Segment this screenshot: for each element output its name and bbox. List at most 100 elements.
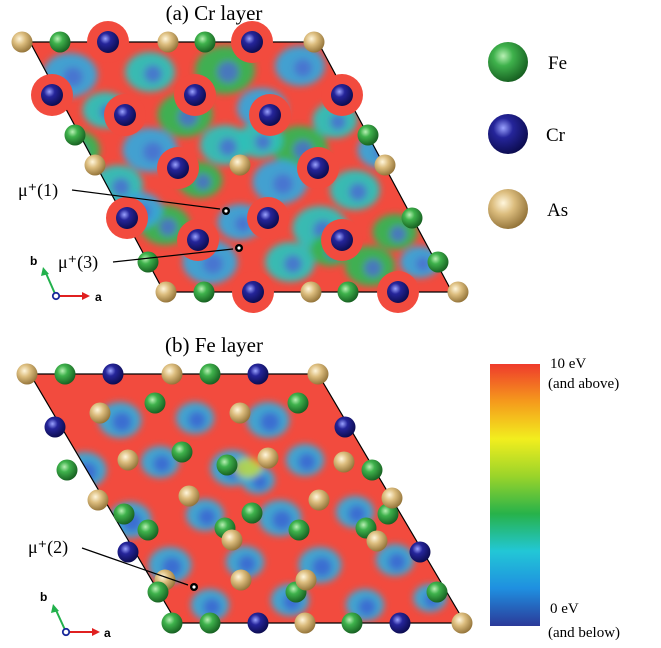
fe-atom	[113, 503, 135, 525]
fe-atom	[341, 612, 363, 634]
cr-atom	[184, 84, 206, 106]
as-atom	[11, 31, 33, 53]
fe-atom	[199, 612, 221, 634]
cr-atom	[44, 416, 66, 438]
colorbar-gradient	[490, 364, 540, 626]
fe-atom	[161, 612, 183, 634]
cr-atom	[247, 612, 269, 634]
fe-atom	[171, 441, 193, 463]
fe-atom	[427, 251, 449, 273]
fe-atom	[49, 31, 71, 53]
fe-atom	[337, 281, 359, 303]
cr-atom	[257, 207, 279, 229]
cr-atom	[409, 541, 431, 563]
as-atom	[294, 612, 316, 634]
pointer-muon-3	[112, 248, 234, 263]
fe-atom	[199, 363, 221, 385]
axis-label-b-2: b	[40, 590, 47, 604]
cr-atom	[114, 104, 136, 126]
colorbar-max-note: (and above)	[548, 376, 619, 392]
axis-label-b: b	[30, 254, 37, 268]
cr-atom	[97, 31, 119, 53]
atom-legend: Fe Cr As	[488, 42, 568, 229]
cr-atom	[247, 363, 269, 385]
fe-atom	[147, 581, 169, 603]
fe-atom	[56, 459, 78, 481]
panel-fe-layer: (b) Fe layer μ⁺(2) b a	[16, 333, 473, 640]
legend-fe-label: Fe	[548, 53, 567, 74]
legend-as-label: As	[547, 200, 568, 221]
panel-b-title: (b) Fe layer	[165, 333, 263, 357]
as-atom	[447, 281, 469, 303]
cr-atom	[187, 229, 209, 251]
axis-indicator-b: b a	[40, 590, 111, 640]
cr-atom	[259, 104, 281, 126]
as-atom	[89, 402, 111, 424]
cr-atom	[41, 84, 63, 106]
fe-atom	[64, 124, 86, 146]
muon-site-1	[222, 207, 230, 215]
as-atom	[230, 569, 252, 591]
fe-atom	[144, 392, 166, 414]
as-atom	[381, 487, 403, 509]
fe-atom	[377, 503, 399, 525]
fe-atom	[426, 581, 448, 603]
as-atom	[451, 612, 473, 634]
muon-label-3: μ⁺(3)	[58, 252, 98, 273]
as-atom	[374, 154, 396, 176]
legend-cr-sphere	[488, 114, 528, 154]
as-atom	[16, 363, 38, 385]
fe-atom	[137, 519, 159, 541]
fe-atom	[357, 124, 379, 146]
panel-a-title: (a) Cr layer	[166, 1, 263, 25]
colorbar-min-label: 0 eV	[550, 601, 579, 617]
as-atom	[84, 154, 106, 176]
cr-atom	[102, 363, 124, 385]
cr-atom	[389, 612, 411, 634]
cr-atom	[331, 229, 353, 251]
legend-as-sphere	[488, 189, 528, 229]
as-atom	[221, 529, 243, 551]
pointer-muon-1	[71, 189, 221, 210]
cr-atom	[331, 84, 353, 106]
fe-atom	[54, 363, 76, 385]
energy-colorbar: 10 eV (and above) 0 eV (and below)	[490, 356, 620, 641]
as-atom	[366, 530, 388, 552]
muon-site-3	[235, 244, 243, 252]
legend-fe-sphere	[488, 42, 528, 82]
axis-indicator-a: b a	[30, 254, 102, 304]
fe-atom	[193, 281, 215, 303]
axis-label-a-2: a	[104, 626, 111, 640]
as-atom	[307, 363, 329, 385]
fe-atom	[137, 251, 159, 273]
as-atom	[161, 363, 183, 385]
cr-atom	[241, 31, 263, 53]
muon-label-2: μ⁺(2)	[28, 537, 68, 558]
panel-cr-layer: (a) Cr layer μ⁺(1) μ⁺(3) b a	[11, 1, 469, 313]
as-atom	[178, 485, 200, 507]
cr-atom	[117, 541, 139, 563]
cr-atom	[116, 207, 138, 229]
muon-label-1: μ⁺(1)	[18, 180, 58, 201]
colorbar-min-note: (and below)	[548, 625, 620, 641]
fe-atom	[287, 392, 309, 414]
colorbar-max-label: 10 eV	[550, 356, 586, 372]
fe-atom	[361, 459, 383, 481]
muon-site-2	[190, 583, 198, 591]
legend-cr-label: Cr	[546, 125, 566, 146]
pointer-muon-2	[81, 547, 189, 586]
cr-atom	[334, 416, 356, 438]
cr-atom	[307, 157, 329, 179]
as-atom	[257, 447, 279, 469]
as-atom	[308, 489, 330, 511]
cr-atom	[387, 281, 409, 303]
cr-atom	[242, 281, 264, 303]
cr-atom	[167, 157, 189, 179]
as-atom	[295, 569, 317, 591]
as-atom	[229, 154, 251, 176]
as-atom	[229, 402, 251, 424]
as-atom	[303, 31, 325, 53]
as-atom	[300, 281, 322, 303]
fe-atom	[401, 207, 423, 229]
